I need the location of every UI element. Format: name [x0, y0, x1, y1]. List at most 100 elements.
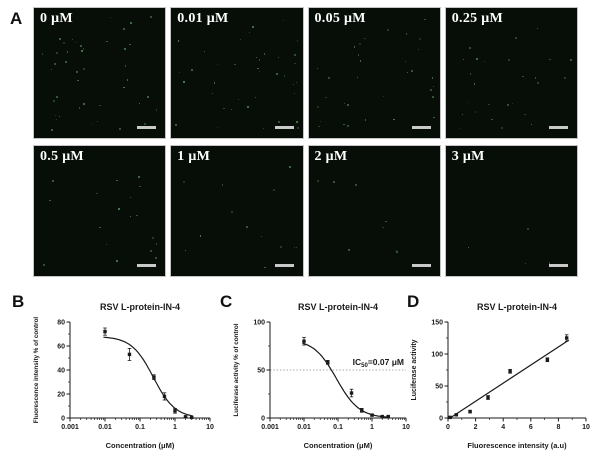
scale-bar	[549, 126, 568, 129]
fluorescent-speckle	[83, 67, 86, 70]
fluorescent-speckle	[82, 48, 84, 50]
fluorescent-speckle	[364, 119, 367, 121]
fluorescent-speckle	[272, 188, 275, 191]
fluorescent-speckle	[178, 71, 180, 74]
concentration-label: 0 μM	[40, 11, 73, 26]
data-point	[162, 394, 167, 399]
fluorescent-speckle	[297, 127, 299, 129]
fluorescent-speckle	[386, 29, 389, 32]
fluorescent-speckle	[396, 251, 399, 254]
fluorescent-speckle	[139, 185, 141, 187]
fluorescent-speckle	[508, 58, 511, 61]
fluorescent-speckle	[316, 106, 319, 109]
fluorescent-speckle	[461, 113, 464, 116]
fluorescent-speckle	[42, 263, 45, 266]
fluorescent-speckle	[318, 125, 320, 128]
fit-curve	[449, 339, 570, 419]
fluorescent-speckle	[124, 48, 127, 51]
data-point	[545, 358, 550, 362]
fluorescent-speckle	[136, 214, 138, 217]
fluorescent-speckle	[58, 116, 60, 118]
fluorescent-speckle	[63, 42, 66, 45]
fluorescent-speckle	[433, 85, 435, 88]
fluorescent-speckle	[417, 48, 420, 51]
fluorescent-speckle	[152, 237, 154, 239]
fluorescent-speckle	[262, 127, 265, 130]
fluorescent-speckle	[317, 180, 320, 183]
fluorescent-speckle	[129, 215, 132, 217]
data-point	[380, 414, 384, 419]
fluorescent-speckle	[549, 59, 551, 61]
fluorescent-speckle	[293, 92, 296, 95]
fluorescent-speckle	[252, 26, 254, 28]
data-point	[326, 360, 330, 365]
fluorescent-speckle	[116, 179, 118, 182]
fluorescent-speckle	[515, 37, 518, 40]
fluorescent-speckle	[294, 247, 296, 249]
fluorescent-speckle	[155, 109, 158, 111]
y-tick-label: 60	[57, 343, 65, 350]
concentration-label: 1 μM	[177, 149, 211, 164]
fluorescent-speckle	[283, 75, 285, 77]
fluorescent-speckle	[137, 176, 140, 179]
fluorescent-speckle	[96, 120, 99, 123]
fluorescent-speckle	[71, 38, 74, 40]
data-point	[349, 391, 354, 395]
scale-bar	[549, 264, 568, 267]
scale-bar	[137, 264, 157, 267]
concentration-label: 0.05 μM	[314, 11, 366, 26]
data-point	[183, 415, 188, 419]
y-tick-label: 100	[253, 319, 265, 326]
fluorescent-speckle	[212, 92, 214, 94]
micrograph-grid: 0 μM 0.01 μM 0.05 μM 0.25 μM 0.5 μM 1 μM 2 μM 3…	[33, 7, 578, 277]
fluorescent-speckle	[118, 208, 120, 210]
fluorescent-speckle	[52, 99, 55, 102]
fluorescent-speckle	[237, 98, 240, 101]
fluorescent-speckle	[129, 197, 131, 199]
fluorescent-speckle	[356, 76, 359, 78]
fluorescent-speckle	[469, 73, 472, 75]
y-tick-label: 50	[257, 367, 265, 374]
x-tick-label: 10	[206, 424, 214, 431]
fluorescent-speckle	[433, 116, 435, 119]
fluorescent-speckle	[50, 129, 53, 132]
fluorescent-speckle	[522, 75, 524, 78]
panel-label-d: D	[407, 292, 420, 311]
concentration-label: 0.25 μM	[451, 11, 504, 26]
fluorescent-speckle	[155, 243, 158, 245]
fluorescent-speckle	[353, 46, 356, 48]
fluorescent-speckle	[79, 107, 81, 109]
chart-title: RSV L-protein-IN-4	[477, 302, 557, 312]
fluorescent-speckle	[92, 122, 94, 125]
fit-curve	[103, 336, 193, 417]
micrograph-tile: 3 μM	[444, 145, 578, 277]
fluorescent-speckle	[432, 77, 434, 79]
fluorescent-speckle	[473, 83, 476, 85]
fluorescent-speckle	[213, 82, 216, 84]
fluorescent-speckle	[55, 52, 58, 55]
y-axis-label: Luciferase activity	[411, 339, 418, 400]
fluorescent-speckle	[129, 43, 131, 46]
fluorescent-speckle	[116, 260, 118, 262]
fluorescent-speckle	[404, 60, 407, 63]
fluorescent-speckle	[221, 184, 223, 186]
fluorescent-speckle	[247, 106, 249, 108]
x-tick-label: 0.01	[297, 424, 311, 431]
fluorescent-speckle	[74, 41, 76, 43]
fluorescent-speckle	[178, 40, 180, 42]
fluorescent-speckle	[139, 102, 141, 104]
fluorescent-speckle	[52, 179, 55, 182]
fluorescent-speckle	[410, 69, 413, 72]
fluorescent-speckle	[476, 58, 479, 61]
fluorescent-speckle	[126, 79, 129, 81]
fluorescent-speckle	[432, 96, 435, 99]
fluorescent-speckle	[474, 111, 477, 113]
data-point	[152, 375, 156, 379]
y-tick-label: 50	[435, 383, 443, 390]
fluorescent-speckle	[382, 226, 384, 229]
fluorescent-speckle	[292, 83, 295, 85]
ic50-annotation: IC50=0.07 μM	[353, 357, 404, 369]
fluorescent-speckle	[56, 96, 59, 99]
fluorescent-speckle	[264, 266, 266, 269]
fluorescent-speckle	[316, 68, 319, 70]
